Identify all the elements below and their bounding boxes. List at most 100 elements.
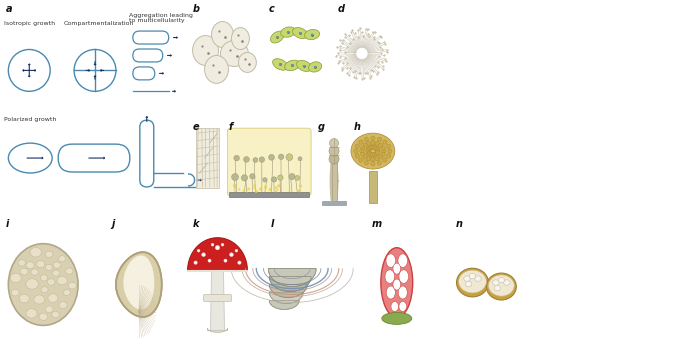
Circle shape (375, 147, 379, 152)
Polygon shape (269, 293, 303, 304)
Text: f: f (229, 122, 233, 132)
Ellipse shape (10, 273, 21, 283)
Circle shape (359, 158, 363, 162)
Circle shape (373, 146, 377, 150)
Text: l: l (271, 219, 274, 229)
Polygon shape (332, 200, 336, 201)
Ellipse shape (486, 273, 516, 300)
Circle shape (229, 253, 234, 257)
Ellipse shape (391, 302, 399, 312)
Polygon shape (330, 179, 338, 180)
FancyArrow shape (322, 201, 346, 205)
Circle shape (194, 261, 197, 264)
Circle shape (360, 152, 365, 156)
Ellipse shape (456, 268, 488, 297)
Circle shape (378, 155, 383, 159)
Circle shape (375, 149, 380, 153)
Circle shape (374, 146, 379, 151)
Text: h: h (354, 122, 361, 132)
Ellipse shape (297, 60, 312, 71)
Circle shape (363, 143, 367, 147)
Ellipse shape (458, 270, 486, 293)
Ellipse shape (279, 63, 282, 66)
Circle shape (371, 152, 375, 157)
Ellipse shape (40, 275, 48, 281)
Circle shape (377, 161, 382, 165)
Ellipse shape (488, 275, 514, 296)
Ellipse shape (314, 66, 316, 68)
Polygon shape (210, 270, 225, 331)
Polygon shape (208, 328, 227, 332)
Polygon shape (116, 252, 162, 317)
Ellipse shape (30, 247, 41, 257)
Circle shape (381, 146, 385, 150)
Circle shape (375, 157, 379, 161)
Circle shape (262, 178, 267, 182)
Ellipse shape (31, 269, 38, 275)
Ellipse shape (19, 294, 29, 303)
Polygon shape (330, 180, 338, 181)
Ellipse shape (281, 27, 296, 37)
Circle shape (232, 174, 238, 180)
Ellipse shape (20, 268, 28, 275)
Ellipse shape (57, 276, 67, 285)
Ellipse shape (398, 286, 408, 299)
Ellipse shape (303, 65, 306, 67)
Text: Polarized growth: Polarized growth (4, 117, 57, 122)
Ellipse shape (212, 22, 234, 48)
Circle shape (255, 190, 258, 193)
Circle shape (298, 157, 302, 161)
Circle shape (378, 143, 383, 147)
Circle shape (386, 144, 390, 148)
Ellipse shape (192, 36, 219, 66)
Circle shape (286, 154, 292, 160)
Circle shape (369, 152, 373, 157)
Circle shape (241, 175, 247, 181)
Ellipse shape (292, 28, 308, 39)
Polygon shape (331, 170, 338, 171)
Circle shape (235, 249, 238, 252)
Ellipse shape (382, 313, 412, 324)
Circle shape (275, 190, 277, 193)
Polygon shape (330, 176, 338, 177)
Ellipse shape (399, 270, 408, 283)
Polygon shape (330, 181, 338, 183)
Text: c: c (269, 4, 274, 14)
Ellipse shape (329, 154, 339, 164)
Ellipse shape (329, 139, 338, 148)
Polygon shape (269, 285, 307, 297)
Polygon shape (331, 166, 337, 167)
Ellipse shape (39, 313, 48, 321)
Text: Aggregation leading
to multicellularity: Aggregation leading to multicellularity (129, 13, 192, 23)
Circle shape (383, 140, 387, 144)
Circle shape (269, 188, 272, 191)
Ellipse shape (45, 306, 53, 313)
Circle shape (375, 150, 379, 155)
Circle shape (369, 146, 373, 150)
Circle shape (364, 161, 369, 165)
Polygon shape (331, 190, 338, 191)
Text: g: g (318, 122, 325, 132)
Ellipse shape (386, 254, 395, 267)
Circle shape (238, 261, 241, 264)
Circle shape (367, 146, 371, 151)
Ellipse shape (59, 302, 67, 308)
Ellipse shape (48, 294, 58, 302)
Circle shape (366, 141, 371, 146)
Ellipse shape (493, 280, 499, 285)
Polygon shape (331, 191, 338, 192)
Ellipse shape (351, 133, 395, 169)
Ellipse shape (47, 279, 55, 285)
Polygon shape (331, 194, 337, 195)
Polygon shape (331, 193, 337, 194)
Circle shape (234, 186, 236, 189)
Text: e: e (192, 122, 199, 132)
Polygon shape (330, 173, 338, 174)
Ellipse shape (53, 270, 60, 276)
Circle shape (366, 149, 370, 153)
Ellipse shape (305, 29, 320, 40)
Circle shape (386, 154, 390, 158)
Circle shape (259, 157, 264, 162)
Ellipse shape (398, 254, 408, 267)
Circle shape (360, 146, 365, 150)
